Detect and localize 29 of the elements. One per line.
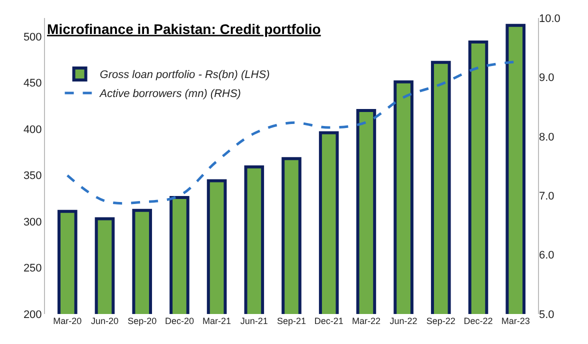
y2-tick-label: 5.0	[539, 308, 554, 321]
y-tick-label: 350	[23, 170, 42, 182]
y2-tick-label: 8.0	[539, 131, 554, 144]
x-tick-label: Dec-21	[314, 316, 344, 326]
x-tick-label: Mar-23	[501, 316, 530, 326]
x-tick-label: Jun-22	[390, 316, 418, 326]
y2-tick-label: 9.0	[539, 72, 554, 84]
x-tick-label: Sep-20	[128, 316, 157, 326]
x-tick-label: Sep-21	[276, 316, 306, 326]
legend-label: Gross loan portfolio - Rs(bn) (LHS)	[100, 69, 270, 82]
y-tick-label: 200	[23, 308, 42, 321]
y-tick-label: 300	[23, 216, 42, 228]
x-tick-label: Jun-20	[90, 316, 119, 326]
x-tick-label: Dec-20	[164, 316, 194, 326]
y-tick-label: 450	[23, 78, 42, 90]
y-tick-label: 400	[23, 124, 42, 136]
x-tick-label: Mar-20	[53, 316, 82, 326]
x-tick-label: Mar-22	[352, 316, 380, 326]
y2-tick-label: 10.0	[539, 12, 560, 25]
chart-title: Microfinance in Pakistan: Credit portfolio	[47, 20, 321, 37]
y2-tick-label: 6.0	[539, 250, 554, 262]
legend-label: Active borrowers (mn) (RHS)	[98, 88, 242, 100]
x-tick-label: Mar-21	[202, 316, 232, 326]
x-tick-label: Sep-22	[426, 316, 456, 326]
y2-tick-label: 7.0	[539, 190, 554, 202]
x-tick-label: Jun-21	[240, 316, 268, 326]
y-tick-label: 500	[23, 31, 42, 44]
x-tick-label: Dec-22	[464, 316, 493, 326]
y-tick-label: 250	[23, 262, 42, 275]
